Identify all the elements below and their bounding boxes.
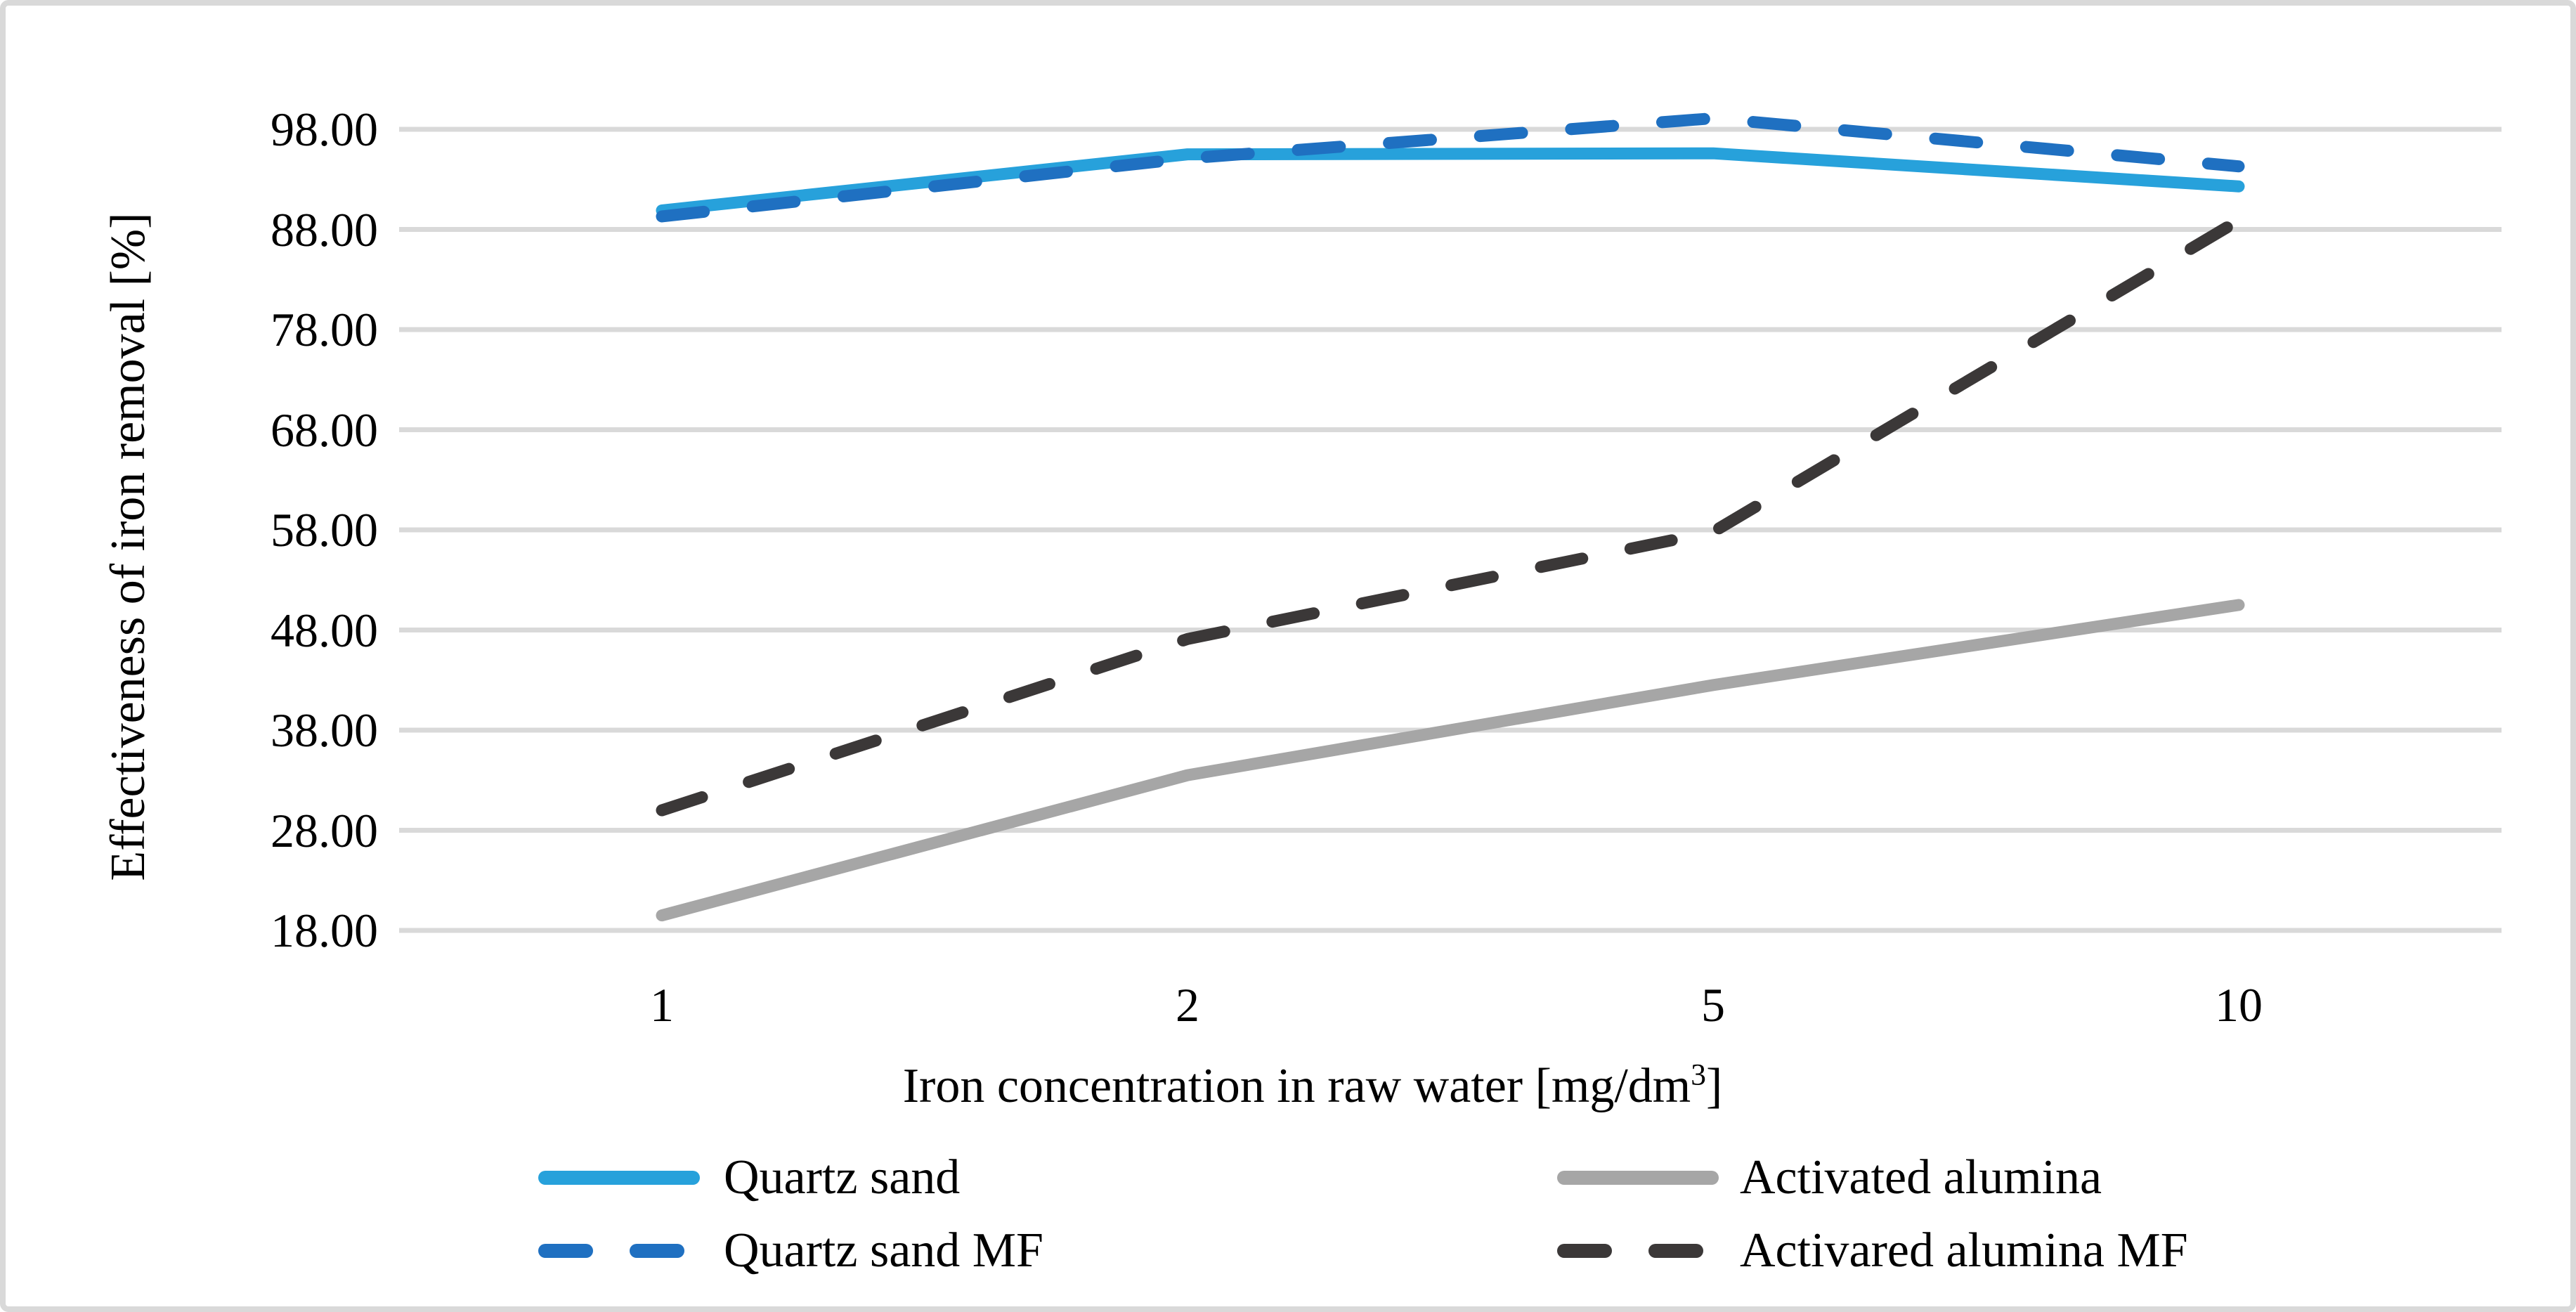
legend-swatch-activated-alumina <box>1557 1171 1719 1185</box>
y-axis-tick-label: 88.00 <box>271 202 378 256</box>
legend-dash-sample <box>538 1244 593 1258</box>
legend-item-activated-alumina-mf: Activared alumina MF <box>1740 1219 2188 1282</box>
legend-label: Activated alumina <box>1740 1150 2102 1204</box>
y-axis-tick-label: 48.00 <box>271 603 378 657</box>
series-line-quartz-sand <box>656 147 2245 216</box>
legend-line-sample <box>1557 1171 1719 1185</box>
y-axis-tick-label: 78.00 <box>271 303 378 356</box>
x-axis-tick-label: 2 <box>1176 978 1199 1032</box>
legend-dash-sample <box>1557 1244 1612 1258</box>
x-axis-title: Iron concentration in raw water [mg/dm3] <box>750 1058 1875 1115</box>
x-axis-title-bracket: ] <box>1705 1059 1723 1113</box>
legend-dash-sample <box>630 1244 684 1258</box>
y-axis-tick-label: 68.00 <box>271 403 378 457</box>
legend-label: Quartz sand <box>724 1150 961 1204</box>
legend-label: Activared alumina MF <box>1740 1223 2188 1278</box>
x-axis-title-text: Iron concentration in raw water [mg/dm <box>902 1059 1691 1113</box>
y-axis-tick-label: 98.00 <box>271 103 378 156</box>
legend-swatch-quartz-sand <box>538 1171 700 1185</box>
series-line-activated-alumina <box>656 599 2245 922</box>
legend-item-quartz-sand-mf: Quartz sand MF <box>724 1219 1043 1282</box>
plot-area <box>399 112 2502 933</box>
legend-item-quartz-sand: Quartz sand <box>724 1146 960 1209</box>
legend-label: Quartz sand MF <box>724 1223 1043 1278</box>
legend-swatch-activated-alumina-mf <box>1557 1244 1703 1258</box>
legend-dash-sample <box>1648 1244 1703 1258</box>
y-axis-title: Effectiveness of iron removal [%] <box>101 212 155 881</box>
x-axis-tick-label: 5 <box>1701 978 1725 1032</box>
y-axis-tick-label: 18.00 <box>271 904 378 957</box>
y-axis-tick-label: 28.00 <box>271 803 378 857</box>
x-axis-tick-label: 10 <box>2215 978 2263 1032</box>
legend-line-sample <box>538 1171 700 1185</box>
legend-swatch-quartz-sand-mf <box>538 1244 684 1258</box>
y-axis-tick-label: 38.00 <box>271 703 378 757</box>
series-line-activared-alumina-mf <box>656 214 2245 817</box>
x-axis-title-superscript: 3 <box>1691 1058 1706 1092</box>
x-axis-tick-label: 1 <box>650 978 674 1032</box>
y-axis-tick-label: 58.00 <box>271 503 378 557</box>
series-line-quartz-sand-mf <box>656 112 2245 223</box>
legend-item-activated-alumina: Activated alumina <box>1740 1146 2102 1209</box>
